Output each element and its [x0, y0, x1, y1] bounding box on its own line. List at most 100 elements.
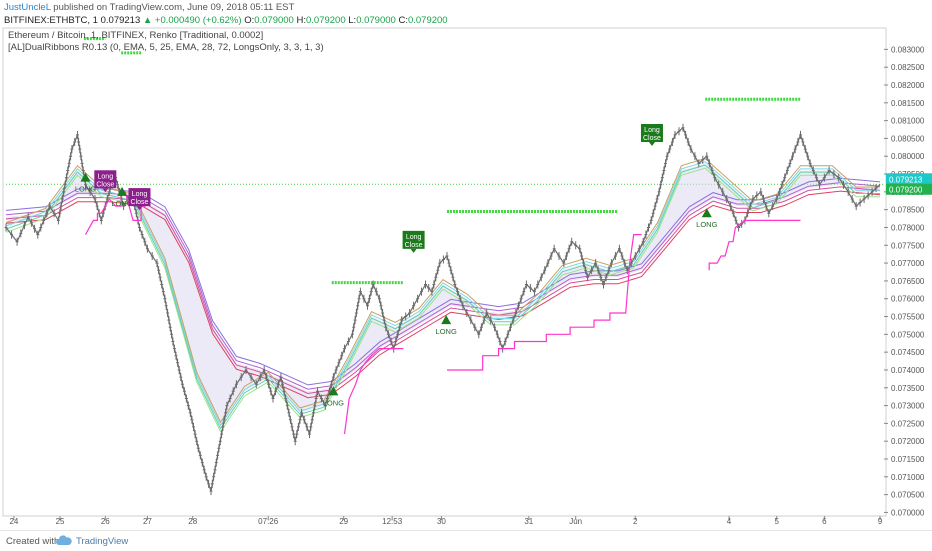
- slow-ribbon-line: [5, 190, 881, 399]
- x-tick-label: 5: [774, 517, 779, 526]
- long-close-pointer: [648, 141, 655, 146]
- low-value: 0.079000: [356, 15, 396, 26]
- x-tick-label: 24: [9, 517, 18, 526]
- time-axis[interactable]: 24 25 26 27 28 07:26 29 12:53 30 31 Jun 2 4 5 6 9: [3, 515, 886, 526]
- y-tick-label: 0.073000: [891, 402, 925, 411]
- long-close-label: Close: [405, 242, 423, 249]
- fast-ribbon-line: [5, 167, 880, 433]
- y-tick-label: 0.072000: [891, 437, 925, 446]
- price-tag: [886, 183, 932, 195]
- price-tag-label: 0.079200: [889, 186, 923, 195]
- y-tick-label: 0.076000: [891, 295, 925, 304]
- y-tick-label: 0.077500: [891, 241, 925, 250]
- y-tick-label: 0.077000: [891, 259, 925, 268]
- symbol-label: BITFINEX:ETHBTC, 1: [4, 15, 98, 26]
- green-levels: [83, 37, 801, 285]
- renko-bricks: [4, 123, 881, 496]
- y-tick-label: 0.081500: [891, 99, 925, 108]
- long-label: LONG: [696, 220, 717, 229]
- long-close-box: [640, 123, 663, 142]
- long-close-pointer: [136, 206, 143, 211]
- fast-ribbon-line: [5, 161, 880, 427]
- price-chart[interactable]: LONGLONGLongCloseLongCloseLONGLongCloseL…: [0, 26, 932, 530]
- fast-ribbon-line: [5, 157, 880, 424]
- y-tick-label: 0.078000: [891, 223, 925, 232]
- price-tag: [886, 173, 932, 185]
- x-tick-label: 27: [143, 517, 152, 526]
- y-tick-label: 0.071500: [891, 455, 925, 464]
- stop-line: [84, 191, 146, 235]
- long-close-label: Close: [131, 199, 149, 206]
- x-tick-label: 25: [56, 517, 65, 526]
- x-tick-label: 29: [339, 517, 348, 526]
- ma-ribbon: [5, 157, 881, 433]
- x-tick-label: 31: [524, 517, 533, 526]
- long-triangle-icon: [441, 315, 452, 325]
- price-axis[interactable]: 0.083000 0.082500 0.082000 0.081500 0.081000…: [884, 45, 932, 517]
- long-close-box: [94, 170, 117, 189]
- long-close-label: Long: [132, 191, 148, 198]
- slow-ribbon-line: [5, 182, 881, 390]
- long-close-pointer: [102, 188, 109, 193]
- x-tick-label: 6: [822, 517, 827, 526]
- y-tick-label: 0.075000: [891, 330, 925, 339]
- low-label: L:: [348, 15, 357, 26]
- long-triangle-icon: [328, 386, 339, 396]
- x-tick-label: 28: [188, 517, 197, 526]
- y-tick-label: 0.081000: [891, 117, 925, 126]
- open-label: O:: [244, 15, 255, 26]
- long-label: LONG: [436, 327, 457, 336]
- long-triangle-icon: [701, 208, 712, 218]
- plot-area[interactable]: [2, 27, 887, 517]
- x-tick-label: Jun: [569, 517, 582, 526]
- published-text: published on TradingView.com, June 09, 2…: [53, 2, 295, 13]
- tradingview-brand[interactable]: TradingView: [76, 536, 129, 547]
- x-tick-label: 4: [727, 517, 732, 526]
- y-tick-label: 0.082000: [891, 81, 925, 90]
- stop-line: [708, 219, 801, 271]
- long-close-box: [402, 230, 425, 249]
- x-tick-label: 26: [101, 517, 110, 526]
- chart-title: Ethereum / Bitcoin, 1, BITFINEX, Renko […: [8, 30, 263, 41]
- long-triangle-icon: [117, 186, 128, 196]
- y-tick-label: 0.071000: [891, 473, 925, 482]
- slow-ribbon-line: [5, 177, 881, 386]
- y-tick-label: 0.070000: [891, 508, 925, 517]
- publish-info: JustUncleL published on TradingView.com,…: [4, 2, 294, 13]
- y-tick-label: 0.075500: [891, 313, 925, 322]
- long-triangle-icon: [80, 172, 91, 182]
- indicator-legend: [AL]DualRibbons R0.13 (0, EMA, 5, 25, EM…: [8, 42, 324, 53]
- long-label: LONG: [111, 199, 132, 208]
- y-tick-label: 0.074000: [891, 366, 925, 375]
- fast-ribbon-line: [5, 164, 880, 430]
- symbol-info: BITFINEX:ETHBTC, 1 0.079213 ▲ +0.000490 …: [4, 15, 448, 26]
- y-tick-label: 0.080000: [891, 152, 925, 161]
- y-tick-label: 0.082500: [891, 63, 925, 72]
- y-tick-label: 0.076500: [891, 277, 925, 286]
- long-close-box: [128, 188, 151, 207]
- slow-ribbon-line: [5, 186, 881, 395]
- y-tick-label: 0.072500: [891, 419, 925, 428]
- y-tick-label: 0.074500: [891, 348, 925, 357]
- high-label: H:: [296, 15, 306, 26]
- footer: Created with TradingView: [0, 530, 932, 551]
- y-tick-label: 0.070500: [891, 491, 925, 500]
- close-label: C:: [398, 15, 408, 26]
- up-arrow-icon: ▲: [142, 15, 153, 26]
- y-tick-label: 0.078500: [891, 206, 925, 215]
- author-name[interactable]: JustUncleL: [4, 2, 51, 13]
- long-label: LONG: [323, 398, 344, 407]
- x-tick-label: 2: [633, 517, 638, 526]
- ribbon-fill: [6, 163, 880, 427]
- long-close-pointer: [410, 248, 417, 253]
- y-tick-label: 0.080500: [891, 134, 925, 143]
- long-label: LONG: [75, 185, 96, 194]
- created-with-text: Created with: [6, 536, 60, 547]
- open-value: 0.079000: [254, 15, 294, 26]
- x-tick-label: 30: [437, 517, 446, 526]
- stop-line: [447, 234, 642, 371]
- high-value: 0.079200: [305, 15, 346, 26]
- stop-line: [343, 348, 404, 435]
- long-close-label: Close: [96, 181, 114, 188]
- price-change: +0.000490 (+0.62%): [154, 15, 242, 26]
